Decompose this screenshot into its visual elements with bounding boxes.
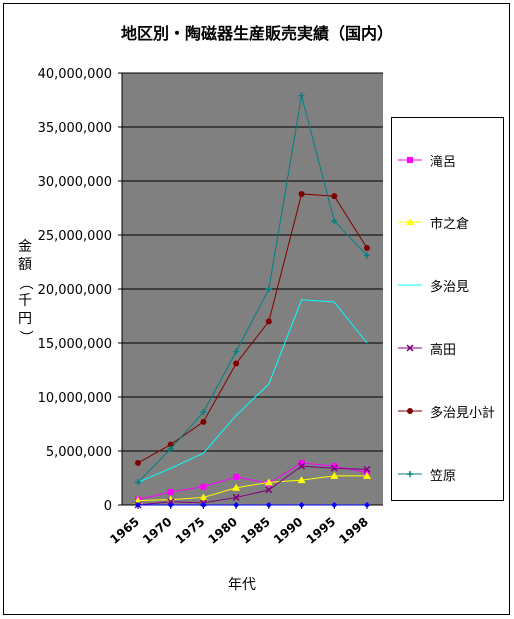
data-point <box>331 502 338 508</box>
data-point <box>364 244 370 251</box>
legend-swatch <box>398 157 422 163</box>
data-point <box>232 483 241 491</box>
data-point <box>297 476 306 484</box>
data-point <box>200 502 207 508</box>
x-tick-label: 1975 <box>173 515 208 547</box>
x-tick-label: 1965 <box>107 515 142 547</box>
series-line <box>137 475 367 502</box>
series-line <box>137 299 368 483</box>
x-axis-label: 年代 <box>228 577 256 593</box>
data-point <box>265 502 272 508</box>
data-point <box>364 502 370 508</box>
y-tick-label: 40,000,000 <box>38 67 112 82</box>
data-point <box>363 465 371 473</box>
data-point <box>232 493 240 501</box>
data-point <box>167 498 175 506</box>
legend-label: 多治見 <box>430 279 470 295</box>
series-line <box>137 193 368 464</box>
data-point <box>167 441 174 448</box>
legend-swatch <box>398 218 422 225</box>
x-tick-label: 1980 <box>205 515 240 547</box>
data-point <box>200 483 207 490</box>
legend-label: 笠原 <box>430 468 457 484</box>
legend-label: 高田 <box>430 342 457 358</box>
y-axis-label-char: 金 <box>18 239 32 255</box>
data-point <box>298 502 305 508</box>
y-tick-label: 35,000,000 <box>38 121 112 136</box>
data-point <box>134 496 142 504</box>
data-point <box>331 463 338 470</box>
legend-item: 滝呂 <box>398 150 456 170</box>
chart-title: 地区別・陶磁器生産販売実績（国内） <box>120 24 393 43</box>
data-point <box>135 459 141 466</box>
legend-item: 多治見小計 <box>398 401 495 421</box>
series-line <box>137 462 368 501</box>
data-point <box>298 92 305 99</box>
y-axis-label-char: ） <box>17 330 33 344</box>
y-axis-label-char: 額 <box>18 257 32 273</box>
y-axis-label-char: 円 <box>18 311 32 327</box>
y-tick-label: 25,000,000 <box>38 229 112 244</box>
data-point <box>264 478 273 486</box>
data-point <box>167 489 174 496</box>
legend-swatch <box>398 408 422 414</box>
data-point <box>331 217 338 224</box>
x-tick-label: 1990 <box>271 515 306 547</box>
data-point <box>233 473 240 480</box>
x-tick-label: 1995 <box>304 515 339 547</box>
data-point <box>298 462 306 470</box>
y-axis-label-char: （ <box>17 276 33 290</box>
data-point <box>167 502 174 508</box>
data-point <box>298 459 305 466</box>
data-point <box>166 495 175 503</box>
series-line <box>137 465 368 506</box>
data-point <box>135 502 141 508</box>
x-tick-label: 1998 <box>336 515 371 547</box>
y-tick-label: 0 <box>104 499 112 514</box>
x-tick-label: 1985 <box>238 515 273 547</box>
series-line <box>137 95 368 483</box>
data-point <box>167 445 174 452</box>
data-point <box>199 493 208 501</box>
y-axis-label: 金額 （ 千円 ） <box>16 238 34 346</box>
data-point <box>363 471 371 479</box>
data-point <box>233 348 240 355</box>
legend-item: 市之倉 <box>398 212 469 232</box>
data-point <box>135 479 141 486</box>
y-tick-label: 15,000,000 <box>38 337 112 352</box>
legend-label: 市之倉 <box>430 216 470 232</box>
legend-label: 多治見小計 <box>430 405 496 421</box>
data-point <box>330 464 338 472</box>
y-tick-label: 10,000,000 <box>38 391 112 406</box>
data-point <box>331 193 338 200</box>
data-point <box>265 318 272 325</box>
y-tick-label: 5,000,000 <box>46 445 112 460</box>
y-tick-label: 20,000,000 <box>38 283 112 298</box>
y-tick-label: 30,000,000 <box>38 175 112 190</box>
x-tick-label: 1970 <box>140 515 175 547</box>
data-point <box>200 418 207 425</box>
data-point <box>233 502 240 508</box>
data-point <box>265 486 273 494</box>
data-point <box>330 471 339 479</box>
legend-swatch <box>398 344 422 352</box>
legend-label: 滝呂 <box>430 154 457 170</box>
legend-swatch <box>398 471 422 477</box>
legend-item: 笠原 <box>398 464 456 484</box>
legend-swatch <box>398 284 422 286</box>
legend-item: 高田 <box>398 338 456 358</box>
legend-item: 多治見 <box>398 275 469 295</box>
data-point <box>364 252 370 259</box>
data-point <box>200 409 207 416</box>
data-point <box>233 360 240 367</box>
data-point <box>265 286 272 292</box>
data-point <box>298 190 305 197</box>
legend: 滝呂市之倉多治見高田多治見小計笠原 <box>391 117 504 501</box>
y-axis-label-char: 千 <box>18 293 32 309</box>
